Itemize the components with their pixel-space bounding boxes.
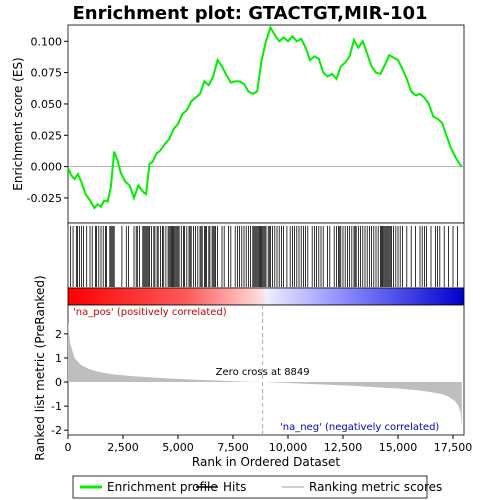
x-tick-label: 0: [65, 441, 72, 454]
metric-y-tick-label: -2: [51, 424, 62, 437]
es-panel: [67, 24, 465, 224]
es-y-tick-label: 0.025: [31, 129, 63, 142]
x-tick-label: 2,500: [107, 441, 139, 454]
neg-correlated-label: 'na_neg' (negatively correlated): [280, 422, 439, 433]
es-y-tick-label: 0.000: [31, 161, 63, 174]
hits-marks: [70, 226, 458, 287]
es-y-tick-label: 0.050: [31, 98, 63, 111]
x-tick-label: 17,500: [434, 441, 473, 454]
es-y-tick-label: 0.100: [31, 35, 63, 48]
legend: Enrichment profile Hits Ranking metric sco…: [80, 480, 442, 494]
zero-cross-label: Zero cross at 8849: [216, 367, 310, 378]
x-axis: 0 2,500 5,000 7,500 10,000 12,500 15,000 17,500: [65, 435, 473, 454]
x-tick-label: 10,000: [269, 441, 308, 454]
x-tick-label: 5,000: [162, 441, 194, 454]
metric-y-tick-label: 1: [55, 352, 62, 365]
pos-correlated-label: 'na_pos' (positively correlated): [73, 307, 227, 318]
x-tick-label: 7,500: [217, 441, 249, 454]
rank-color-bar: [67, 287, 465, 306]
es-y-tick-label: 0.075: [31, 67, 63, 80]
metric-y-axis: -2 -1 0 1 2: [51, 328, 68, 437]
es-y-axis-label: Enrichment score (ES): [11, 57, 25, 190]
legend-box: [72, 475, 428, 499]
legend-label: Enrichment profile: [107, 480, 218, 494]
es-y-axis: -0.025 0.000 0.025 0.050 0.075 0.100: [27, 35, 68, 205]
chart-title: Enrichment plot: GTACTGT,MIR-101: [72, 3, 427, 24]
metric-panel: [67, 304, 465, 436]
metric-y-axis-label: Ranked list metric (PreRanked): [33, 275, 47, 460]
metric-y-tick-label: -1: [51, 400, 62, 413]
x-tick-label: 12,500: [324, 441, 363, 454]
es-y-tick-label: -0.025: [27, 192, 62, 205]
enrichment-profile-line: [67, 25, 463, 210]
x-axis-label: Rank in Ordered Dataset: [192, 455, 340, 469]
legend-label: Ranking metric scores: [309, 480, 442, 494]
metric-y-tick-label: 0: [55, 376, 62, 389]
metric-y-tick-label: 2: [55, 328, 62, 341]
legend-label: Hits: [223, 480, 246, 494]
x-tick-label: 15,000: [379, 441, 418, 454]
